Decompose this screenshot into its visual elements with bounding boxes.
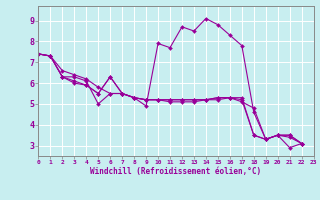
X-axis label: Windchill (Refroidissement éolien,°C): Windchill (Refroidissement éolien,°C) bbox=[91, 167, 261, 176]
